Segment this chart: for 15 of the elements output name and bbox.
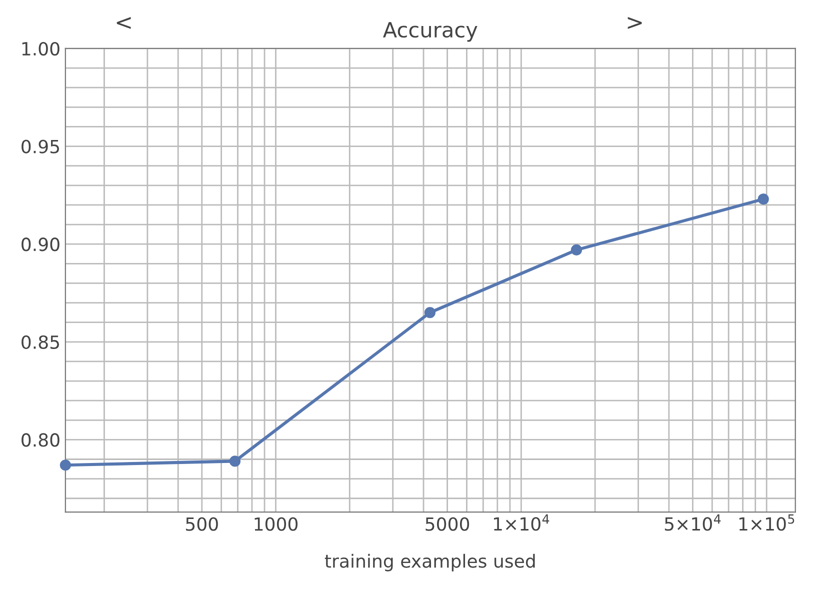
x-tick-label: 1×10$^{4}$	[494, 514, 550, 531]
y-tick-label: 0.90	[22, 238, 60, 252]
x-tick-label: 1000	[254, 517, 298, 531]
y-tick-label: 0.80	[22, 433, 60, 447]
x-tick-label: 5×10$^{4}$	[664, 514, 721, 531]
chart-title: Accuracy	[383, 22, 478, 42]
x-tick-label: 500	[186, 517, 218, 531]
text: >	[628, 17, 642, 29]
x-tick-label: 1×10$^{5}$	[739, 514, 794, 531]
x-axis-title: training examples used	[324, 554, 535, 572]
y-tick-label: 0.95	[22, 140, 60, 154]
text: <	[116, 17, 131, 29]
x-tick-label: 5000	[426, 517, 470, 531]
y-tick-label: 1.00	[22, 42, 60, 56]
y-tick-label: 0.85	[22, 335, 60, 350]
